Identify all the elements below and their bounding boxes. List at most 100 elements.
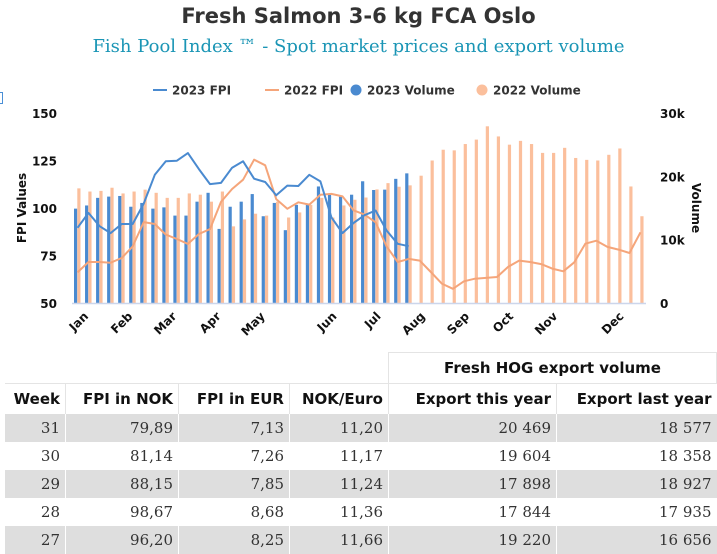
table-cell: 18 358 <box>556 441 717 470</box>
y-right-tick-label: 30k <box>660 107 686 121</box>
bar-2023-volume <box>239 201 243 303</box>
table-cell: 11,17 <box>289 441 389 470</box>
bar-2023-volume <box>350 194 354 303</box>
table-cell: 7,13 <box>178 413 290 442</box>
x-tick-label: Jul <box>361 309 384 332</box>
table-cell: 27 <box>5 525 66 554</box>
bar-2022-volume <box>99 190 103 303</box>
fpi-table: Fresh HOG export volume Week FPI in NOK … <box>5 352 717 554</box>
blank-header <box>5 353 389 384</box>
table-cell: 8,25 <box>178 525 290 554</box>
bar-2022-volume <box>430 160 434 303</box>
bar-2023-volume <box>383 189 387 303</box>
bar-2022-volume <box>640 216 644 303</box>
bar-2022-volume <box>452 150 456 303</box>
table-cell: 7,26 <box>178 441 290 470</box>
bar-2023-volume <box>85 205 89 303</box>
table-row: 29 88,15 7,85 11,24 17 898 18 927 <box>5 469 717 498</box>
table-cell: 18 927 <box>556 469 717 498</box>
x-tick-label: Jan <box>66 309 92 335</box>
table-cell: 29 <box>5 469 66 498</box>
bar-2022-volume <box>165 197 169 303</box>
table-cell: 81,14 <box>65 441 179 470</box>
bar-2023-volume <box>272 202 276 303</box>
x-tick-label: Sep <box>444 309 472 337</box>
table-cell: 88,15 <box>65 469 179 498</box>
table-cell: 19 220 <box>388 525 557 554</box>
bar-2022-volume <box>408 185 412 303</box>
bar-2022-volume <box>320 197 324 303</box>
x-tick-label: Aug <box>399 309 428 338</box>
y-tick-label: 75 <box>40 250 57 264</box>
table-row: 28 98,67 8,68 11,36 17 844 17 935 <box>5 497 717 526</box>
bar-2022-volume <box>386 183 390 303</box>
col-week: Week <box>5 382 66 414</box>
bar-2023-volume <box>206 192 210 303</box>
bar-2023-volume <box>250 194 254 303</box>
bar-2022-volume <box>309 204 313 303</box>
x-tick-label: May <box>238 309 267 338</box>
legend-item: 2022 Volume <box>493 84 581 98</box>
bar-2022-volume <box>441 149 445 303</box>
y-tick-label: 50 <box>40 297 57 311</box>
table-cell: 17 898 <box>388 469 557 498</box>
table-cell: 17 935 <box>556 497 717 526</box>
x-tick-label: Apr <box>197 309 224 336</box>
y-tick-label: 125 <box>32 155 57 169</box>
table-cell: 11,24 <box>289 469 389 498</box>
x-tick-label: Mar <box>151 309 179 337</box>
bar-2022-volume <box>264 215 269 303</box>
bar-2023-volume <box>338 196 343 303</box>
y-tick-label: 150 <box>32 107 57 121</box>
bar-2022-volume <box>187 193 191 303</box>
y-right-axis-title: Volume <box>689 183 703 233</box>
bar-2022-volume <box>253 213 258 303</box>
bar-2023-volume <box>372 189 376 303</box>
bar-2022-volume <box>507 144 512 303</box>
bar-2023-volume <box>173 215 177 303</box>
bar-2022-volume <box>375 189 379 303</box>
legend-dot-icon <box>350 84 362 96</box>
bar-2022-volume <box>342 205 346 303</box>
bar-2022-volume <box>618 148 622 303</box>
y-axis-title: FPI Values <box>15 173 29 243</box>
table-cell: 11,36 <box>289 497 389 526</box>
col-export-last-year: Export last year <box>556 382 717 414</box>
bar-2022-volume <box>242 219 247 303</box>
bar-2022-volume <box>474 139 478 303</box>
bar-2022-volume <box>540 152 545 303</box>
x-tick-label: Feb <box>108 309 135 336</box>
table-cell: 96,20 <box>65 525 179 554</box>
table-row: 27 96,20 8,25 11,66 19 220 16 656 <box>5 525 717 554</box>
bar-2022-volume <box>176 197 180 303</box>
partial-frame-edge <box>0 92 3 104</box>
x-tick-label: Oct <box>490 309 516 335</box>
export-group-header: Fresh HOG export volume <box>388 352 717 383</box>
chart-subtitle: Fish Pool Index ™ - Spot market prices a… <box>92 36 625 57</box>
col-fpi-nok: FPI in NOK <box>65 382 179 414</box>
bar-2023-volume <box>405 173 409 303</box>
legend-dot-icon <box>476 84 488 96</box>
table-cell: 17 844 <box>388 497 557 526</box>
bar-2022-volume <box>563 147 567 303</box>
table-cell: 19 604 <box>388 441 557 470</box>
legend-item: 2022 FPI <box>284 84 343 98</box>
table-cell: 28 <box>40 502 60 521</box>
bar-2023-volume <box>96 197 100 303</box>
bar-2023-volume <box>151 208 155 303</box>
bar-2022-volume <box>419 175 423 303</box>
col-fpi-eur: FPI in EUR <box>178 382 290 414</box>
table-cell: 18 577 <box>556 413 717 442</box>
bar-2022-volume <box>110 187 114 303</box>
bar-2022-volume <box>231 226 236 303</box>
bar-2023-volume <box>261 216 265 303</box>
bar-2023-volume <box>294 204 298 303</box>
x-tick-label: Nov <box>532 309 560 337</box>
bar-2022-volume <box>220 191 225 303</box>
table-cell: 98,67 <box>65 497 179 526</box>
bar-2023-volume <box>184 215 188 303</box>
bar-2023-volume <box>305 204 310 303</box>
bar-2022-volume <box>77 188 81 303</box>
bar-2022-volume <box>629 186 633 303</box>
bar-2022-volume <box>518 140 523 303</box>
